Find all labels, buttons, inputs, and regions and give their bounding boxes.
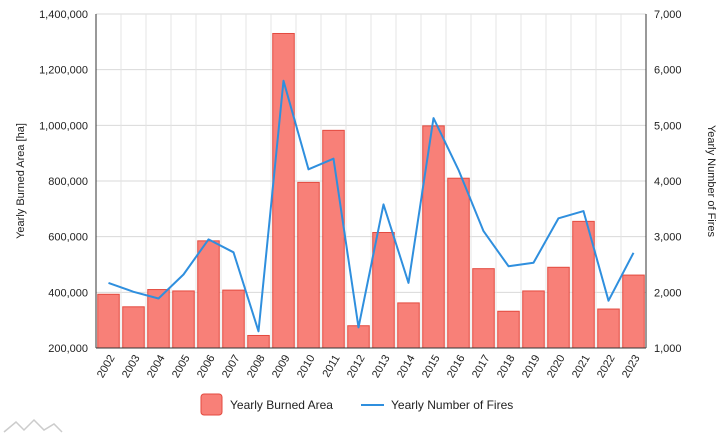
x-tick-label: 2003	[120, 353, 143, 380]
bar-2019	[522, 290, 545, 349]
line-yearly-number-of-fires	[108, 79, 635, 333]
bar-2018	[497, 310, 520, 349]
bar-2007	[222, 289, 245, 349]
y-right-tick-label: 7,000	[654, 9, 682, 21]
x-tick-label: 2019	[520, 353, 543, 380]
y-left-tick-label: 1,200,000	[39, 65, 88, 77]
x-tick-label: 2014	[395, 353, 418, 380]
bar-2005	[172, 290, 195, 349]
x-tick-label: 2012	[345, 353, 368, 380]
x-tick-label: 2020	[545, 353, 568, 380]
y-right-tick-label: 5,000	[654, 120, 682, 132]
y-left-tick-label: 1,000,000	[39, 120, 88, 132]
x-tick-label: 2018	[495, 353, 518, 380]
bar-2006	[197, 240, 220, 349]
bar-2003	[122, 306, 145, 349]
x-tick-label: 2010	[295, 353, 318, 380]
x-tick-label: 2017	[470, 353, 493, 380]
x-tick-label: 2008	[245, 353, 268, 380]
y-left-tick-label: 600,000	[48, 232, 88, 244]
x-tick-label: 2009	[270, 353, 293, 380]
x-tick-label: 2004	[145, 353, 168, 380]
x-tick-label: 2021	[570, 353, 593, 380]
y-right-tick-label: 1,000	[654, 343, 682, 355]
y-right-tick-label: 4,000	[654, 176, 682, 188]
x-tick-label: 2002	[95, 353, 118, 380]
x-tick-label: 2011	[320, 353, 342, 379]
x-tick-label: 2015	[420, 353, 443, 380]
bar-2010	[297, 181, 320, 349]
bar-2002	[97, 293, 120, 349]
bar-2012	[347, 325, 370, 349]
x-tick-label: 2023	[620, 353, 643, 380]
y-left-tick-label: 200,000	[48, 343, 88, 355]
x-tick-label: 2006	[195, 353, 218, 380]
bar-2023	[622, 274, 645, 349]
bar-2017	[472, 268, 495, 349]
bar-2016	[447, 177, 470, 349]
chart-logo-icon	[3, 418, 63, 433]
y-left-tick-label: 800,000	[48, 176, 88, 188]
x-tick-label: 2016	[445, 353, 468, 380]
x-tick-label: 2022	[595, 353, 618, 380]
y-right-tick-label: 2,000	[654, 287, 682, 299]
bar-layer	[97, 32, 645, 349]
legend-label-number-of-fires: Yearly Number of Fires	[391, 398, 513, 412]
legend-swatch-bar	[200, 393, 223, 416]
x-tick-label: 2013	[370, 353, 393, 380]
bar-2014	[397, 302, 420, 349]
legend-label-burned-area: Yearly Burned Area	[230, 398, 333, 412]
x-tick-label: 2005	[170, 353, 193, 380]
x-tick-label: 2007	[220, 353, 243, 380]
y-left-axis-title: Yearly Burned Area [ha]	[15, 123, 27, 239]
y-left-tick-label: 400,000	[48, 287, 88, 299]
bar-2008	[247, 334, 270, 349]
y-left-tick-label: 1,400,000	[39, 9, 88, 21]
bar-2015	[422, 125, 445, 349]
y-right-tick-label: 3,000	[654, 232, 682, 244]
bar-2022	[597, 308, 620, 349]
y-right-tick-label: 6,000	[654, 65, 682, 77]
legend-layer: Yearly Burned Area Yearly Number of Fires	[200, 393, 513, 416]
bar-2013	[372, 231, 395, 349]
y-right-axis-title: Yearly Number of Fires	[705, 125, 717, 238]
line-layer	[108, 79, 635, 333]
bar-2020	[547, 266, 570, 349]
